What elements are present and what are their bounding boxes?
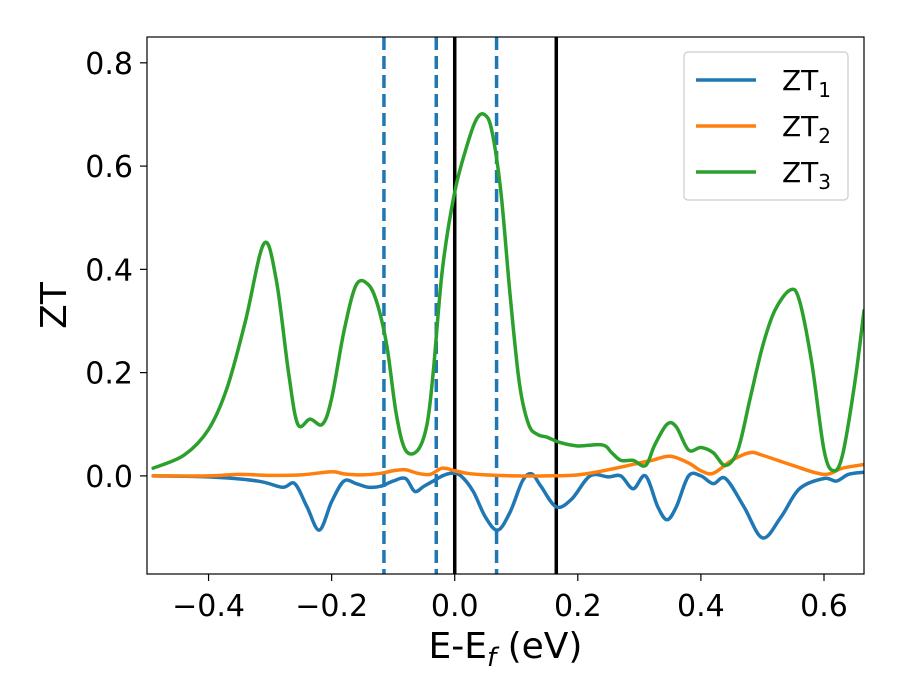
vertical-reference-lines bbox=[382, 37, 559, 574]
x-axis-ticks: −0.4 −0.2 0.0 0.2 0.4 0.6 bbox=[172, 574, 848, 624]
y-axis-label: ZT bbox=[34, 281, 75, 329]
x-tick-label: 0.4 bbox=[677, 589, 725, 624]
y-tick-label: 0.2 bbox=[85, 357, 133, 392]
y-tick-label: 0.4 bbox=[85, 253, 133, 288]
x-tick-label: 0.0 bbox=[431, 589, 479, 624]
y-tick-label: 0.6 bbox=[85, 150, 133, 185]
y-tick-label: 0.8 bbox=[85, 47, 133, 82]
legend-label-zt2: ZT2 bbox=[782, 110, 831, 148]
legend-label-zt1: ZT1 bbox=[782, 64, 831, 102]
legend: ZT1 ZT2 ZT3 bbox=[683, 51, 849, 201]
legend-box bbox=[683, 51, 849, 201]
series-layer bbox=[151, 112, 864, 540]
x-tick-label: 0.2 bbox=[554, 589, 602, 624]
x-axis-label: E-Ef (eV) bbox=[429, 626, 583, 673]
series-line-zt1 bbox=[151, 470, 864, 540]
y-axis-ticks: 0.0 0.2 0.4 0.6 0.8 bbox=[85, 47, 147, 495]
series-line-zt2 bbox=[151, 450, 864, 478]
legend-label-zt3: ZT3 bbox=[782, 156, 831, 194]
axes-frame bbox=[146, 36, 865, 575]
x-axis-label-tail: (eV) bbox=[496, 626, 582, 667]
x-axis-label-main: E-E bbox=[429, 626, 487, 667]
x-tick-label: −0.2 bbox=[295, 589, 368, 624]
x-tick-label: 0.6 bbox=[800, 589, 848, 624]
series-line-zt3 bbox=[151, 112, 864, 473]
x-tick-label: −0.4 bbox=[172, 589, 245, 624]
y-tick-label: 0.0 bbox=[85, 460, 133, 495]
